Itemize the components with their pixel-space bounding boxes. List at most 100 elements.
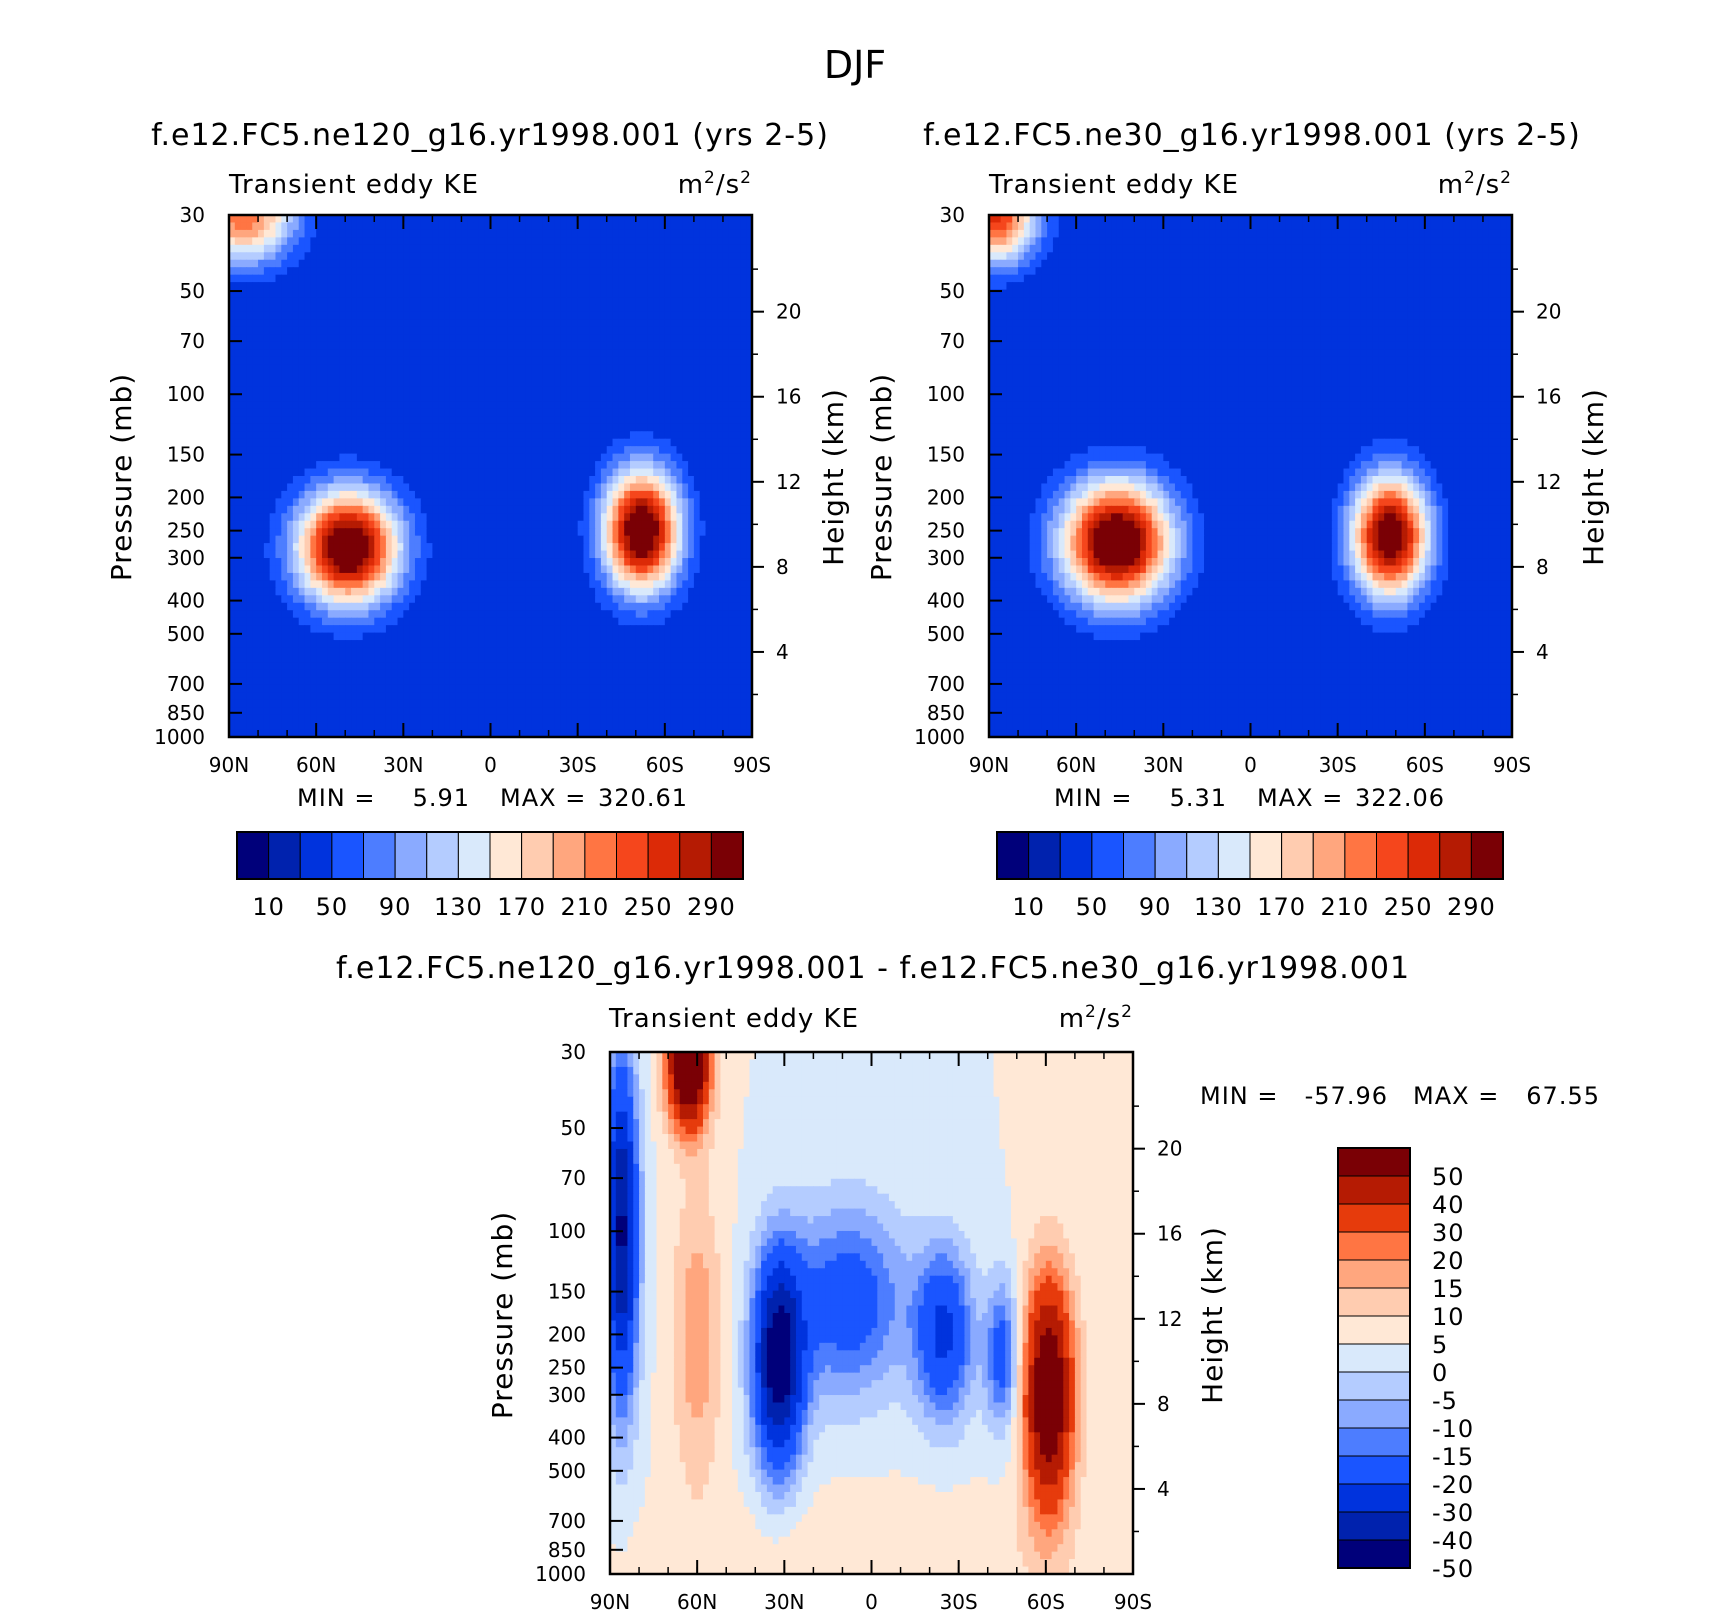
contour-cell <box>600 610 608 619</box>
contour-cell <box>345 304 352 313</box>
contour-cell <box>351 215 358 224</box>
contour-cell <box>310 431 317 440</box>
contour-cell <box>292 610 300 619</box>
contour-cell <box>380 282 387 291</box>
contour-cell <box>333 326 341 335</box>
contour-cell <box>356 349 364 358</box>
contour-cell <box>554 513 561 522</box>
contour-cell <box>240 408 248 417</box>
contour-cell <box>641 505 648 514</box>
contour-cell <box>403 572 410 581</box>
contour-cell <box>676 498 683 507</box>
contour-cell <box>618 461 625 470</box>
contour-cell <box>455 572 463 581</box>
contour-cell <box>525 364 532 373</box>
contour-cell <box>699 558 707 567</box>
contour-cell <box>374 505 381 514</box>
contour-cell <box>426 483 433 492</box>
contour-cell <box>467 267 474 276</box>
contour-cell <box>339 617 346 626</box>
contour-cell <box>746 222 753 231</box>
contour-cell <box>380 610 387 619</box>
contour-cell <box>606 341 614 350</box>
contour-cell <box>327 423 335 432</box>
contour-cell <box>385 498 393 507</box>
contour-cell <box>461 304 468 313</box>
contour-cell <box>641 602 648 611</box>
contour-cell <box>385 401 393 410</box>
contour-cell <box>327 229 335 238</box>
contour-cell <box>670 311 678 320</box>
contour-cell <box>258 476 265 485</box>
contour-cell <box>548 565 556 574</box>
contour-cell <box>542 587 550 596</box>
contour-cell <box>455 483 463 492</box>
contour-cell <box>444 431 451 440</box>
contour-cell <box>304 587 311 596</box>
contour-cell <box>478 595 486 604</box>
contour-cell <box>275 304 282 313</box>
contour-cell <box>682 289 689 298</box>
contour-cell <box>688 498 695 507</box>
contour-cell <box>693 528 701 537</box>
panel-1-plot: 90N 60N 30N 0 30S 60S 90S305070100150200250300… <box>154 203 801 777</box>
contour-cell <box>310 505 317 514</box>
contour-cell <box>670 461 678 470</box>
contour-cell <box>513 237 521 246</box>
contour-cell <box>403 520 410 529</box>
contour-cell <box>356 408 364 417</box>
contour-cell <box>676 490 683 499</box>
contour-cell <box>641 349 648 358</box>
contour-cell <box>635 386 643 395</box>
contour-cell <box>606 379 614 388</box>
contour-cell <box>438 625 445 634</box>
contour-cell <box>688 229 695 238</box>
contour-cell <box>496 244 503 253</box>
contour-cell <box>351 326 358 335</box>
contour-cell <box>263 468 271 477</box>
contour-cell <box>629 222 637 231</box>
contour-cell <box>368 431 375 440</box>
contour-cell <box>502 215 509 224</box>
contour-cell <box>728 513 736 522</box>
contour-cell <box>612 393 619 403</box>
contour-cell <box>711 326 718 335</box>
contour-cell <box>676 528 683 537</box>
contour-cell <box>507 543 515 552</box>
contour-cell <box>647 297 654 306</box>
contour-cell <box>304 580 311 589</box>
contour-cell <box>292 371 300 380</box>
contour-cell <box>420 282 428 291</box>
contour-cell <box>380 587 387 596</box>
contour-cell <box>339 446 346 455</box>
contour-cell <box>577 505 585 514</box>
contour-cell <box>548 289 556 298</box>
contour-cell <box>455 311 463 320</box>
contour-cell <box>566 535 573 544</box>
contour-cell <box>641 483 648 492</box>
contour-cell <box>519 490 526 499</box>
contour-cell <box>490 304 497 313</box>
contour-cell <box>664 349 672 358</box>
contour-cell <box>467 386 474 395</box>
contour-cell <box>595 371 602 380</box>
contour-cell <box>502 587 509 596</box>
contour-cell <box>519 595 526 604</box>
contour-cell <box>316 617 323 626</box>
contour-cell <box>606 572 614 581</box>
contour-cell <box>618 289 625 298</box>
contour-cell <box>246 356 253 365</box>
contour-cell <box>310 289 317 298</box>
contour-cell <box>292 401 300 410</box>
contour-cell <box>705 222 712 231</box>
contour-cell <box>467 498 474 507</box>
contour-cell <box>728 401 736 410</box>
contour-cell <box>653 423 660 432</box>
contour-cell <box>653 416 660 425</box>
contour-cell <box>722 274 730 283</box>
contour-cell <box>583 446 590 455</box>
contour-cell <box>292 461 300 470</box>
contour-cell <box>606 356 614 365</box>
contour-cell <box>507 602 515 611</box>
contour-cell <box>513 274 521 283</box>
